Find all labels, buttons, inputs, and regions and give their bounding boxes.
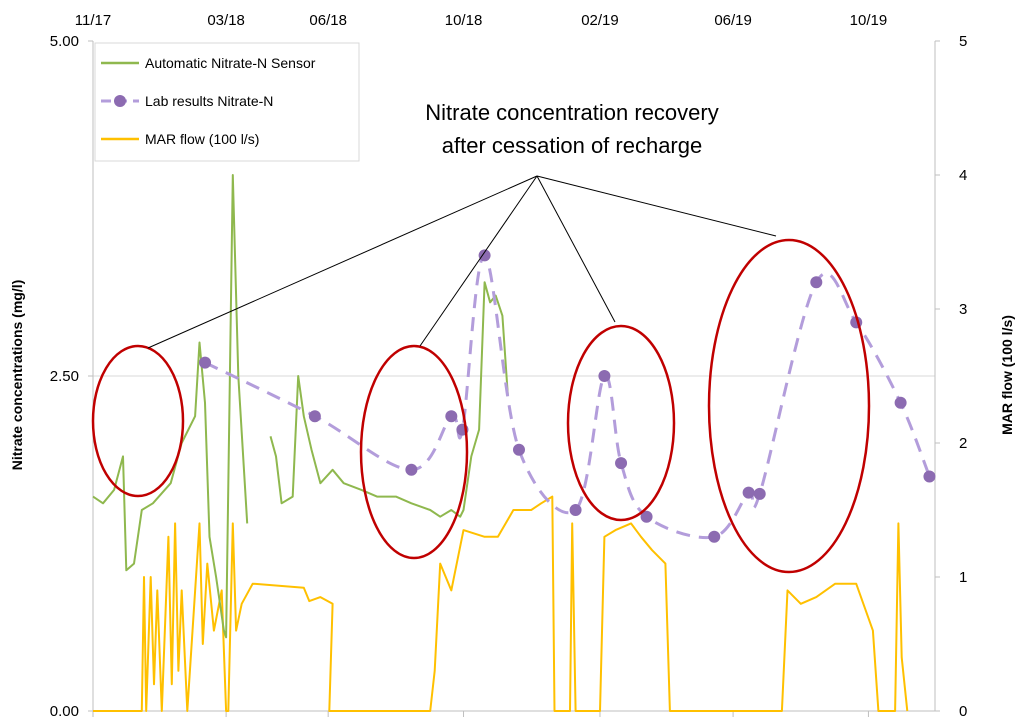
lab-result-point [894,396,907,409]
lab-result-point [405,463,418,476]
callout-line [147,175,538,349]
legend-marker [114,95,126,107]
mar-flow-line [93,495,909,712]
sensor-line [92,174,249,639]
lab-result-point [615,457,628,470]
lab-result-point [478,249,491,262]
x-tick-label: 10/19 [850,12,888,29]
x-tick-label: 02/19 [581,12,619,29]
annotations: Nitrate concentration recovery after cess… [91,100,871,574]
legend-label: Lab results Nitrate-N [145,93,273,109]
lab-result-point [753,487,766,500]
y-right-tick-label: 1 [959,569,967,586]
lab-result-point [598,370,611,382]
lab-result-point [308,410,321,423]
x-tick-label: 10/18 [445,12,483,29]
lab-result-point [640,510,653,523]
x-tick-label: 06/18 [309,12,347,29]
lab-result-point [199,356,212,369]
highlight-ellipse [359,344,469,560]
y-right-tick-label: 2 [959,435,967,452]
lab-result-point [742,486,755,499]
lab-result-point [445,410,458,423]
y-left-tick-label: 0.00 [50,703,79,720]
axes: 11/17 03/18 06/18 10/18 02/19 06/19 10/19 0.00 2… [50,12,968,720]
highlight-ellipse [566,324,676,522]
callout-line [536,175,777,237]
y-right-tick-label: 0 [959,703,967,720]
lab-result-point [810,276,823,289]
legend: Automatic Nitrate-N Sensor Lab results Ni… [94,42,360,162]
legend-label: Automatic Nitrate-N Sensor [145,55,316,71]
y-left-axis-title: Nitrate concentrations (mg/l) [9,280,25,471]
lab-result-point [569,504,582,516]
lab-result-point [708,530,721,543]
x-tick-label: 03/18 [207,12,245,29]
sensor-line [269,281,509,518]
callout-line [419,175,538,347]
highlight-ellipse [91,344,185,498]
annotation-text: after cessation of recharge [442,133,702,158]
lab-result-point [923,470,936,483]
legend-label: MAR flow (100 l/s) [145,131,259,147]
y-right-axis-title: MAR flow (100 l/s) [999,315,1015,435]
y-left-tick-label: 5.00 [50,33,79,50]
highlight-ellipse [707,238,871,574]
y-right-tick-label: 3 [959,301,967,318]
callout-line [536,175,616,323]
lab-result-point [512,443,525,456]
y-left-tick-label: 2.50 [50,368,79,385]
series [92,174,936,712]
y-right-tick-label: 4 [959,167,967,184]
lab-results-line [204,253,931,540]
annotation-text: Nitrate concentration recovery [425,100,718,125]
x-tick-label: 06/19 [714,12,752,29]
y-right-tick-label: 5 [959,33,967,50]
x-tick-label: 11/17 [75,12,111,29]
